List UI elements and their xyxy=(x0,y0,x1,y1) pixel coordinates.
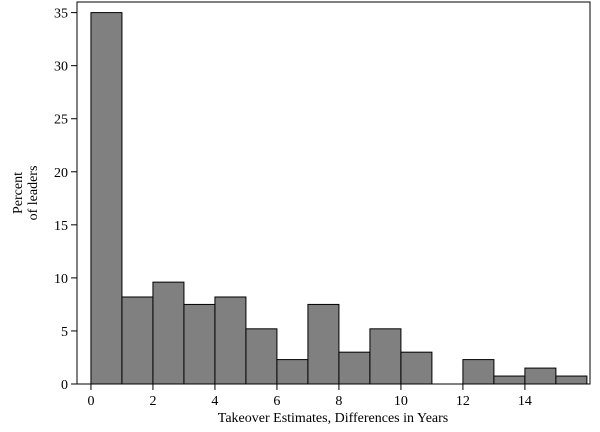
bar xyxy=(183,303,216,385)
x-tick-label: 4 xyxy=(211,394,218,409)
y-axis-label: Percent xyxy=(11,172,26,214)
x-tick-label: 6 xyxy=(273,394,280,409)
y-tick-label: 25 xyxy=(54,113,68,128)
x-axis-label: Takeover Estimates, Differences in Years xyxy=(218,411,448,426)
x-tick-label: 0 xyxy=(87,394,94,409)
bar xyxy=(400,351,433,385)
bar xyxy=(307,303,340,385)
bar xyxy=(493,375,526,385)
bar xyxy=(524,367,557,385)
bar xyxy=(121,296,154,385)
bar xyxy=(555,375,588,385)
bar xyxy=(90,12,123,385)
x-tick-label: 12 xyxy=(456,394,470,409)
x-tick-label: 2 xyxy=(149,394,156,409)
y-tick-label: 0 xyxy=(61,378,68,393)
x-tick-label: 14 xyxy=(518,394,532,409)
bar xyxy=(462,359,495,385)
y-tick-label: 20 xyxy=(54,166,68,181)
y-tick-label: 10 xyxy=(54,272,68,287)
bar xyxy=(338,351,371,385)
y-tick-label: 30 xyxy=(54,60,68,75)
x-tick-label: 10 xyxy=(394,394,408,409)
bar xyxy=(369,328,402,385)
bar xyxy=(245,328,278,385)
bar xyxy=(276,359,309,385)
plot-frame xyxy=(76,1,591,385)
y-axis-label: of leaders xyxy=(26,166,41,221)
bar xyxy=(152,281,185,385)
y-tick-label: 35 xyxy=(54,7,68,22)
x-tick-label: 8 xyxy=(335,394,342,409)
y-tick-label: 5 xyxy=(61,325,68,340)
bar xyxy=(214,296,247,385)
y-tick-label: 15 xyxy=(54,219,68,234)
